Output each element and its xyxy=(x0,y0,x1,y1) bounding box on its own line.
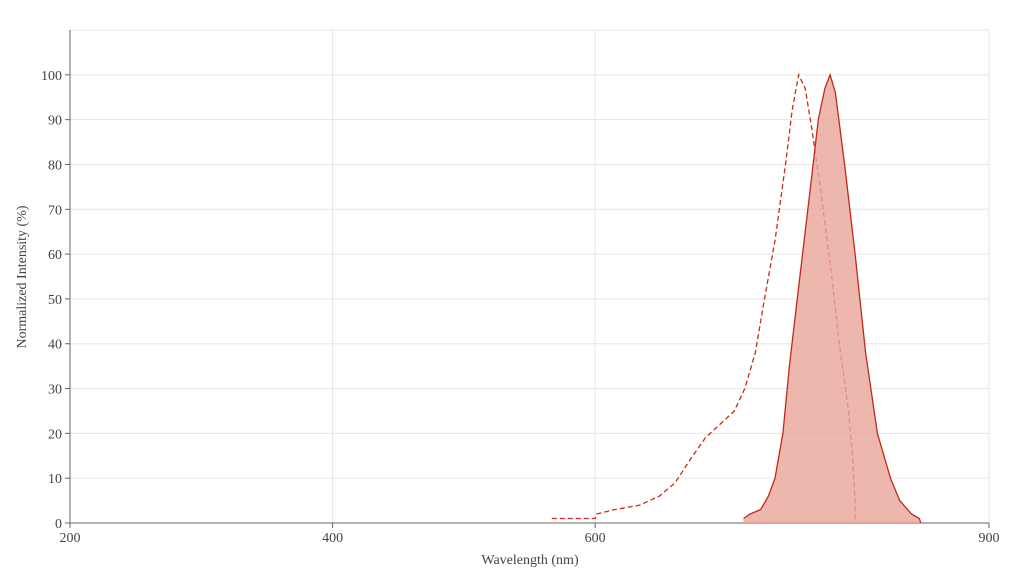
y-axis-label: Normalized Intensity (%) xyxy=(15,205,30,348)
y-tick-label: 70 xyxy=(48,203,62,218)
x-tick-label: 900 xyxy=(979,531,1000,546)
y-tick-label: 40 xyxy=(48,338,62,353)
y-tick-label: 100 xyxy=(41,69,62,84)
x-tick-label: 600 xyxy=(585,531,606,546)
line xyxy=(743,72,922,524)
x-tick-label: 400 xyxy=(322,531,343,546)
y-tick-label: 20 xyxy=(48,427,62,442)
y-tick-label: 30 xyxy=(48,383,62,398)
y-tick-label: 80 xyxy=(48,158,62,173)
y-tick-label: 60 xyxy=(48,248,62,263)
x-tick-label: 200 xyxy=(60,531,81,546)
area xyxy=(743,74,921,524)
y-tick-label: 0 xyxy=(55,517,62,532)
y-tick-label: 90 xyxy=(48,114,62,129)
y-tick-label: 10 xyxy=(48,472,62,487)
x-axis-label: Wavelength (nm) xyxy=(481,553,579,568)
y-tick-label: 50 xyxy=(48,293,62,308)
